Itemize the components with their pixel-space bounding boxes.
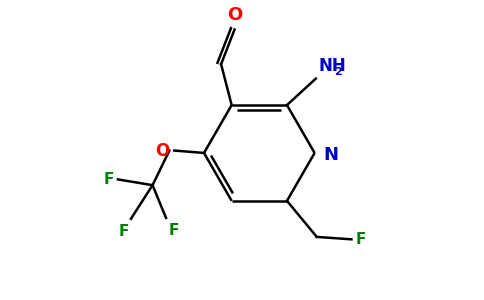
Text: O: O	[227, 6, 242, 24]
Text: F: F	[104, 172, 114, 187]
Text: F: F	[355, 232, 365, 247]
Text: F: F	[118, 224, 129, 238]
Text: N: N	[323, 146, 338, 164]
Text: F: F	[168, 223, 179, 238]
Text: 2: 2	[334, 67, 342, 77]
Text: NH: NH	[318, 57, 346, 75]
Text: O: O	[155, 142, 169, 160]
